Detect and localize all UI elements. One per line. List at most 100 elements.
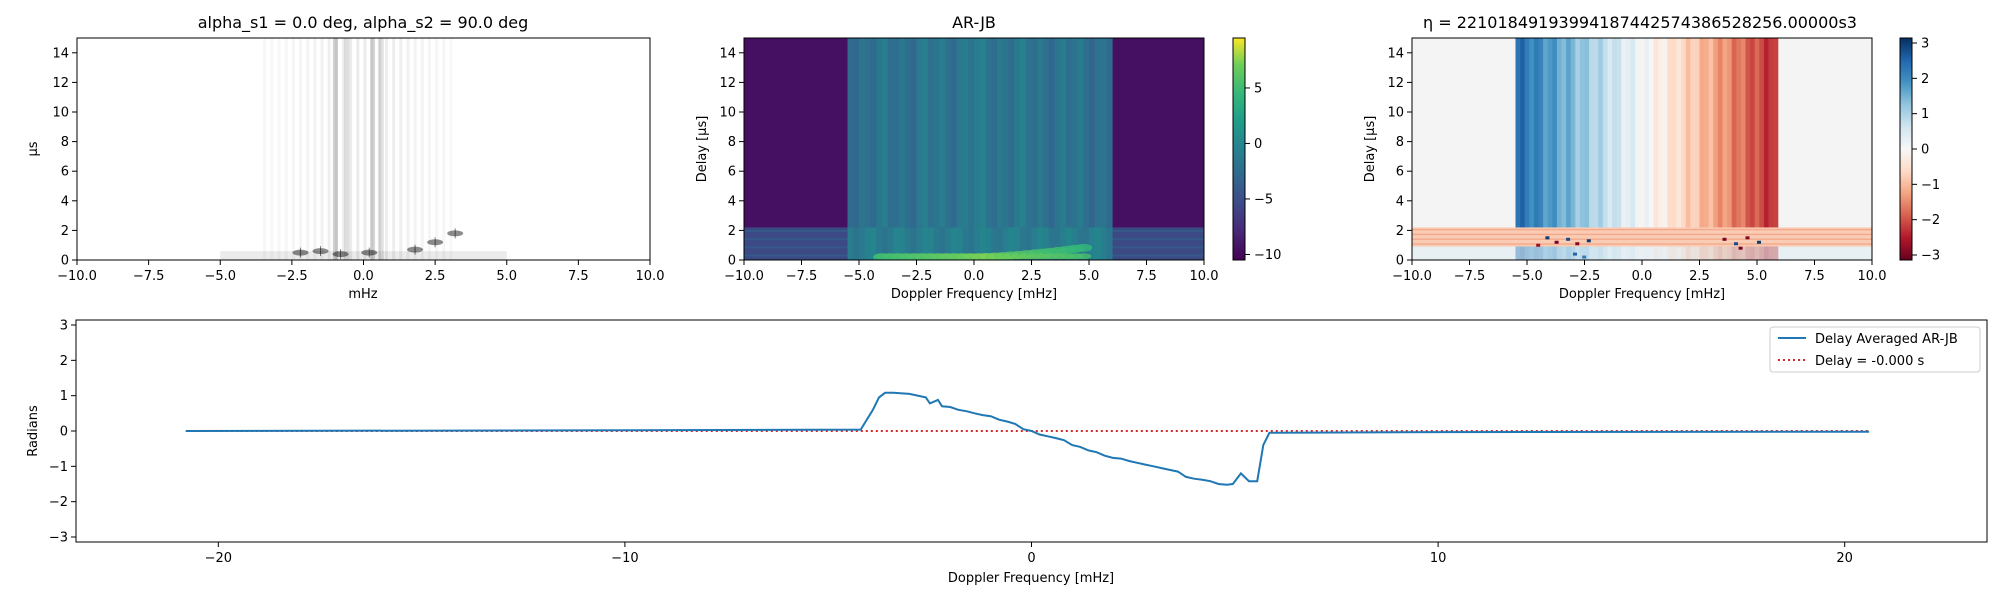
panel4-ytick-label: 0 bbox=[60, 425, 68, 440]
panel3-noise-pixel bbox=[1554, 240, 1559, 244]
panel1-xtick-label: 5.0 bbox=[496, 269, 517, 284]
panel2-band-low bbox=[1002, 227, 1010, 260]
panel2-band-stripe bbox=[968, 38, 975, 260]
panel3-xtick-label: 7.5 bbox=[1804, 269, 1825, 284]
panel2-colorbar-tick-label: 5 bbox=[1254, 81, 1262, 96]
panel1-title: alpha_s1 = 0.0 deg, alpha_s2 = 90.0 deg bbox=[198, 13, 529, 33]
panel3-band-stripe bbox=[1648, 38, 1655, 260]
panel1-streak bbox=[363, 38, 367, 260]
panel2-band-stripe bbox=[1025, 38, 1033, 260]
panel3-band-stripe bbox=[1708, 38, 1714, 260]
panel3-strip-line bbox=[1412, 243, 1872, 245]
panel2-xlabel: Doppler Frequency [mHz] bbox=[891, 287, 1057, 302]
panel2-band-low bbox=[1106, 227, 1113, 260]
panel2-band-stripe bbox=[985, 38, 992, 260]
panel2-band-low bbox=[1014, 227, 1021, 260]
panel2-band-stripe bbox=[956, 38, 964, 260]
panel2-band-stripe bbox=[1002, 38, 1010, 260]
panel2-xtick-label: 2.5 bbox=[1021, 269, 1042, 284]
panel2-band-stripe bbox=[1014, 38, 1021, 260]
panel2-band-stripe bbox=[870, 38, 877, 260]
panel2-band-stripe bbox=[1094, 38, 1102, 260]
panel2-xtick-label: −5.0 bbox=[843, 269, 875, 284]
panel2-xtick-label: 7.5 bbox=[1136, 269, 1157, 284]
panel2-band-stripe bbox=[916, 38, 923, 260]
panel1-streak bbox=[399, 38, 403, 260]
panel2-title: AR-JB bbox=[952, 13, 996, 32]
panel3-band-stripe bbox=[1681, 38, 1687, 260]
panel2-band-low bbox=[974, 227, 981, 260]
panel2-band-stripe bbox=[974, 38, 981, 260]
panel2-band-low bbox=[956, 227, 964, 260]
panel2-band-low bbox=[910, 227, 918, 260]
panel1-vertical-feature bbox=[378, 38, 384, 260]
panel3-band-stripe bbox=[1699, 38, 1705, 260]
panel1-vertical-feature bbox=[370, 38, 376, 260]
panel2-band-low bbox=[991, 227, 998, 260]
panel3-noise-pixel bbox=[1536, 243, 1541, 247]
panel2-ytick-label: 0 bbox=[728, 254, 736, 269]
panel2-band-low bbox=[1060, 227, 1067, 260]
panel3-band-stripe bbox=[1759, 38, 1765, 260]
panel4-ylabel: Radians bbox=[26, 405, 41, 457]
panel3-band-stripe bbox=[1584, 38, 1590, 260]
panel2-band-stripe bbox=[1060, 38, 1067, 260]
panel3-ytick-label: 2 bbox=[1396, 224, 1404, 239]
panel2-band-low bbox=[864, 227, 872, 260]
panel2-band-low bbox=[859, 227, 866, 260]
panel1-streak bbox=[384, 38, 388, 260]
panel2-band-low bbox=[1054, 227, 1061, 260]
panel3-noise-pixel bbox=[1545, 236, 1550, 240]
panel3-band-stripe bbox=[1690, 38, 1696, 260]
panel2-band-stripe bbox=[876, 38, 883, 260]
panel2-heatmap bbox=[744, 38, 1204, 260]
panel3-band-stripe bbox=[1704, 38, 1710, 260]
panel1-streak bbox=[349, 38, 353, 260]
panel3-band-stripe bbox=[1768, 38, 1774, 260]
panel2-ylabel: Delay [µs] bbox=[695, 116, 710, 183]
panel2-band-stripe bbox=[1071, 38, 1079, 260]
panel3-noise-pixel bbox=[1586, 239, 1591, 243]
panel3-band-stripe bbox=[1745, 38, 1751, 260]
panel3-band-stripe bbox=[1644, 38, 1650, 260]
panel1-xtick-label: 7.5 bbox=[568, 269, 589, 284]
panel1-ylabel: µs bbox=[26, 141, 41, 156]
panel3-xtick-label: 2.5 bbox=[1689, 269, 1710, 284]
panel2-band-low bbox=[870, 227, 877, 260]
panel3-band-stripe bbox=[1740, 38, 1747, 260]
panel-scattered-power: alpha_s1 = 0.0 deg, alpha_s2 = 90.0 deg … bbox=[26, 13, 664, 302]
panel2-colorbar-ticks: 5 0 −5 −10 bbox=[1245, 81, 1281, 263]
panel3-band-stripe bbox=[1694, 38, 1701, 260]
panel2-band-stripe bbox=[945, 38, 952, 260]
panel1-streak bbox=[327, 38, 331, 260]
panel3-colorbar-tick-label: −2 bbox=[1921, 213, 1940, 228]
panel2-band-low bbox=[1066, 227, 1073, 260]
panel-ar-jb-phase: η = 22101849193994187442574386528256.000… bbox=[1363, 13, 1940, 302]
panel3-band-stripe bbox=[1773, 38, 1779, 260]
panel4-plot-area bbox=[185, 391, 1870, 486]
panel3-noise-pixel bbox=[1566, 237, 1571, 241]
panel3-band-stripe bbox=[1630, 38, 1636, 260]
panel2-band-stripe bbox=[1077, 38, 1084, 260]
panel1-streak bbox=[313, 38, 317, 260]
panel4-ytick-label: 3 bbox=[60, 319, 68, 334]
panel2-band-stripe bbox=[933, 38, 941, 260]
panel3-noise-pixel bbox=[1722, 237, 1727, 241]
panel2-band-stripe bbox=[1066, 38, 1073, 260]
panel3-band-stripe bbox=[1625, 38, 1632, 260]
panel3-band-stripe bbox=[1520, 38, 1526, 260]
panel2-band-stripe bbox=[922, 38, 929, 260]
panel2-xtick-label: 10.0 bbox=[1190, 269, 1219, 284]
panel2-band-low bbox=[933, 227, 941, 260]
panel2-band-low bbox=[887, 227, 895, 260]
panel2-band-low bbox=[1094, 227, 1102, 260]
panel3-xtick-label: −7.5 bbox=[1454, 269, 1486, 284]
panel2-band-stripe bbox=[1031, 38, 1038, 260]
panel2-band-low bbox=[979, 227, 987, 260]
panel3-band-stripe bbox=[1658, 38, 1664, 260]
panel2-band-stripe bbox=[1008, 38, 1015, 260]
panel1-streak bbox=[278, 38, 281, 260]
panel1-streak bbox=[342, 38, 346, 260]
panel3-band-stripe bbox=[1635, 38, 1641, 260]
panel3-title: η = 22101849193994187442574386528256.000… bbox=[1423, 13, 1857, 32]
